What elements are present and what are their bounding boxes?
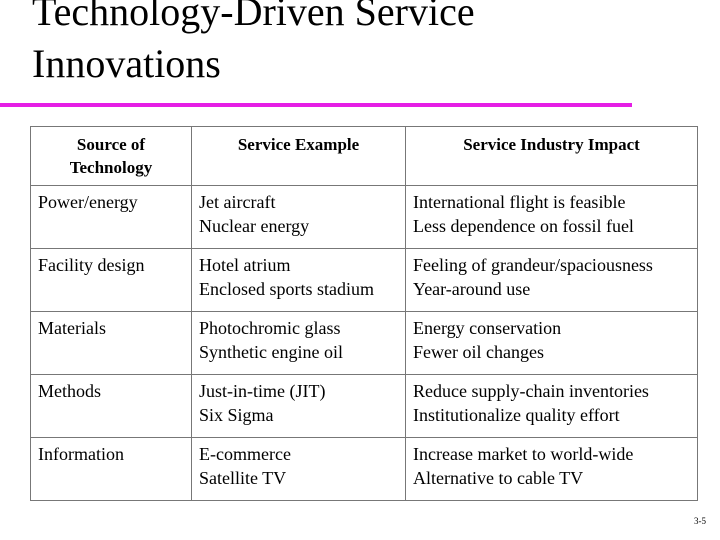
table-header: Source of Technology Service Example Servic…	[30, 126, 698, 186]
table-cell: Materials	[30, 311, 192, 375]
cell-text: Less dependence on fossil fuel	[413, 216, 634, 236]
table-cell: International flight is feasible Less dep…	[405, 185, 698, 249]
cell-text: Enclosed sports stadium	[199, 279, 374, 299]
header-text: Technology	[69, 158, 153, 177]
cell-text: Synthetic engine oil	[199, 342, 343, 362]
cell-text: Fewer oil changes	[413, 342, 544, 362]
title-line: Innovations	[32, 41, 221, 86]
table-cell: Feeling of grandeur/spaciousness Year-aro…	[405, 248, 698, 312]
page-number: 3-5	[694, 516, 706, 526]
table-body: Power/energy Jet aircraft Nuclear energy In…	[30, 185, 698, 501]
cell-text: Facility design	[38, 255, 145, 275]
cell-text: International flight is feasible	[413, 192, 626, 212]
cell-text: Photochromic glass	[199, 318, 341, 338]
title-rule	[0, 103, 632, 107]
header-cell: Service Example	[191, 126, 406, 186]
table-cell: Energy conservation Fewer oil changes	[405, 311, 698, 375]
table-cell: Methods	[30, 374, 192, 438]
cell-text: Power/energy	[38, 192, 138, 212]
cell-text: Just-in-time (JIT)	[199, 381, 326, 401]
cell-text: Methods	[38, 381, 101, 401]
table-cell: Reduce supply-chain inventories Instituti…	[405, 374, 698, 438]
header-row: Source of Technology Service Example Servic…	[30, 126, 698, 186]
table-row: Power/energy Jet aircraft Nuclear energy In…	[30, 185, 698, 249]
title-line: Technology-Driven Service	[32, 0, 475, 34]
table-cell: Increase market to world-wide Alternative…	[405, 437, 698, 501]
table-cell: Facility design	[30, 248, 192, 312]
innovation-table: Source of Technology Service Example Servic…	[30, 126, 698, 501]
cell-text: Alternative to cable TV	[413, 468, 584, 488]
table-cell: Information	[30, 437, 192, 501]
table-cell: Hotel atrium Enclosed sports stadium	[191, 248, 406, 312]
table-cell: Power/energy	[30, 185, 192, 249]
slide-title: Technology-Driven Service Innovations	[32, 0, 475, 90]
cell-text: Feeling of grandeur/spaciousness	[413, 255, 653, 275]
cell-text: Information	[38, 444, 124, 464]
header-text: Source of	[76, 135, 146, 154]
cell-text: Increase market to world-wide	[413, 444, 634, 464]
table-row: Facility design Hotel atrium Enclosed spor…	[30, 248, 698, 312]
table-row: Methods Just-in-time (JIT) Six Sigma Reduce…	[30, 374, 698, 438]
header-cell: Service Industry Impact	[405, 126, 698, 186]
header-text: Service Industry Impact	[463, 135, 640, 154]
cell-text: E-commerce	[199, 444, 291, 464]
cell-text: Year-around use	[413, 279, 531, 299]
table-cell: Jet aircraft Nuclear energy	[191, 185, 406, 249]
cell-text: Hotel atrium	[199, 255, 291, 275]
header-text: Service Example	[237, 135, 360, 154]
table-cell: E-commerce Satellite TV	[191, 437, 406, 501]
header-cell: Source of Technology	[30, 126, 192, 186]
table-cell: Photochromic glass Synthetic engine oil	[191, 311, 406, 375]
cell-text: Materials	[38, 318, 106, 338]
cell-text: Six Sigma	[199, 405, 274, 425]
cell-text: Energy conservation	[413, 318, 562, 338]
table-cell: Just-in-time (JIT) Six Sigma	[191, 374, 406, 438]
cell-text: Reduce supply-chain inventories	[413, 381, 649, 401]
table-row: Information E-commerce Satellite TV Increas…	[30, 437, 698, 501]
cell-text: Institutionalize quality effort	[413, 405, 620, 425]
table-row: Materials Photochromic glass Synthetic eng…	[30, 311, 698, 375]
cell-text: Nuclear energy	[199, 216, 310, 236]
cell-text: Jet aircraft	[199, 192, 276, 212]
cell-text: Satellite TV	[199, 468, 287, 488]
